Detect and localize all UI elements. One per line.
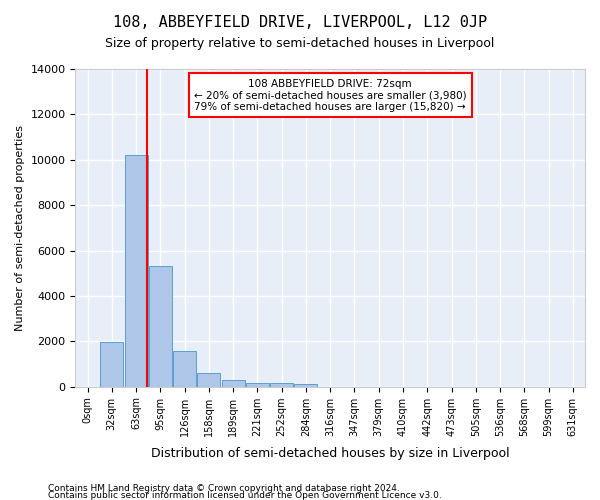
Y-axis label: Number of semi-detached properties: Number of semi-detached properties [15,125,25,331]
Text: Size of property relative to semi-detached houses in Liverpool: Size of property relative to semi-detach… [106,38,494,51]
Bar [197,372,220,386]
Text: Contains public sector information licensed under the Open Government Licence v3: Contains public sector information licen… [48,490,442,500]
Text: 108, ABBEYFIELD DRIVE, LIVERPOOL, L12 0JP: 108, ABBEYFIELD DRIVE, LIVERPOOL, L12 0J… [113,15,487,30]
Text: 108 ABBEYFIELD DRIVE: 72sqm
← 20% of semi-detached houses are smaller (3,980)
79: 108 ABBEYFIELD DRIVE: 72sqm ← 20% of sem… [194,78,467,112]
X-axis label: Distribution of semi-detached houses by size in Liverpool: Distribution of semi-detached houses by … [151,447,509,460]
Bar [246,382,269,386]
Bar [173,351,196,386]
Bar [221,380,245,386]
Bar [100,342,124,386]
Bar [125,155,148,386]
Bar [149,266,172,386]
Text: Contains HM Land Registry data © Crown copyright and database right 2024.: Contains HM Land Registry data © Crown c… [48,484,400,493]
Bar [295,384,317,386]
Bar [270,384,293,386]
